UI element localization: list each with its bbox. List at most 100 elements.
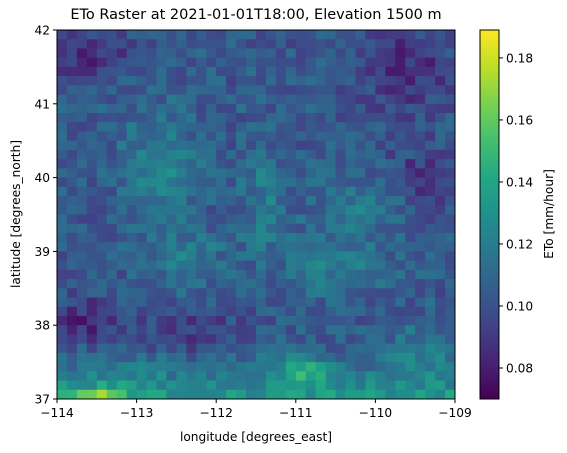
- heatmap-cell: [345, 334, 356, 345]
- heatmap-cell: [156, 131, 167, 142]
- heatmap-cell: [385, 122, 396, 132]
- heatmap-cell: [335, 232, 347, 243]
- heatmap-cell: [126, 94, 138, 105]
- heatmap-cell: [345, 297, 356, 308]
- heatmap-cell: [425, 113, 436, 123]
- heatmap-cell: [96, 371, 108, 382]
- heatmap-cell: [385, 85, 396, 96]
- heatmap-cell: [325, 76, 337, 86]
- heatmap-cell: [57, 389, 68, 400]
- heatmap-cell: [57, 223, 68, 234]
- heatmap-cell: [425, 334, 436, 345]
- heatmap-cell: [166, 279, 177, 289]
- heatmap-cell: [196, 186, 207, 197]
- heatmap-cell: [285, 232, 297, 243]
- heatmap-cell: [445, 380, 456, 391]
- heatmap-cell: [206, 48, 217, 59]
- heatmap-cell: [86, 39, 98, 49]
- heatmap-cell: [176, 297, 187, 308]
- heatmap-cell: [365, 288, 376, 299]
- heatmap-cell: [57, 149, 68, 160]
- heatmap-cell: [176, 159, 187, 169]
- heatmap-cell: [57, 306, 68, 317]
- heatmap-cell: [365, 315, 376, 326]
- heatmap-cell: [126, 48, 138, 59]
- heatmap-cell: [146, 66, 157, 77]
- heatmap-cell: [375, 94, 386, 105]
- heatmap-cell: [415, 76, 426, 86]
- heatmap-cell: [116, 85, 128, 96]
- heatmap-cell: [236, 334, 247, 345]
- heatmap-cell: [445, 103, 456, 114]
- heatmap-cell: [265, 269, 277, 280]
- heatmap-cell: [216, 306, 227, 317]
- heatmap-cell: [325, 288, 337, 299]
- heatmap-cell: [216, 39, 227, 49]
- heatmap-cell: [285, 94, 297, 105]
- heatmap-cell: [246, 85, 257, 96]
- heatmap-cell: [176, 30, 187, 40]
- heatmap-cell: [315, 76, 327, 86]
- heatmap-cell: [355, 159, 366, 169]
- heatmap-cell: [126, 205, 138, 215]
- heatmap-cell: [345, 57, 356, 68]
- heatmap-cell: [375, 122, 386, 132]
- heatmap-cell: [365, 39, 376, 49]
- heatmap-cell: [57, 325, 68, 335]
- heatmap-cell: [425, 214, 436, 225]
- heatmap-cell: [355, 196, 366, 206]
- heatmap-cell: [196, 30, 207, 40]
- heatmap-cell: [186, 223, 197, 234]
- heatmap-cell: [146, 103, 157, 114]
- heatmap-cell: [345, 279, 356, 289]
- heatmap-cell: [126, 159, 138, 169]
- heatmap-cell: [345, 343, 356, 354]
- heatmap-cell: [315, 196, 327, 206]
- heatmap-cell: [176, 122, 187, 132]
- heatmap-cell: [86, 159, 98, 169]
- heatmap-cell: [216, 122, 227, 132]
- heatmap-cell: [375, 223, 386, 234]
- heatmap-cell: [305, 334, 317, 345]
- x-tick-label: −113: [120, 406, 153, 420]
- heatmap-cell: [335, 149, 347, 160]
- heatmap-cell: [126, 306, 138, 317]
- heatmap-cell: [315, 177, 327, 188]
- heatmap-cell: [116, 66, 128, 77]
- heatmap-cell: [335, 131, 347, 142]
- heatmap-cell: [355, 186, 366, 197]
- heatmap-cell: [365, 76, 376, 86]
- heatmap-cell: [76, 76, 88, 86]
- heatmap-cell: [176, 389, 187, 400]
- heatmap-cell: [176, 279, 187, 289]
- heatmap-cell: [305, 352, 317, 363]
- heatmap-cell: [146, 76, 157, 86]
- heatmap-cell: [106, 232, 118, 243]
- heatmap-cell: [375, 371, 386, 382]
- heatmap-cell: [176, 66, 187, 77]
- heatmap-cell: [116, 269, 128, 280]
- heatmap-cell: [86, 260, 98, 271]
- heatmap-cell: [395, 306, 406, 317]
- heatmap-cell: [315, 57, 327, 68]
- heatmap-cell: [415, 251, 426, 262]
- heatmap-cell: [196, 113, 207, 123]
- heatmap-cell: [335, 30, 347, 40]
- heatmap-cell: [445, 57, 456, 68]
- heatmap-cell: [166, 380, 177, 391]
- heatmap-cell: [116, 334, 128, 345]
- heatmap-cell: [126, 232, 138, 243]
- heatmap-cell: [146, 242, 157, 252]
- heatmap-cell: [176, 205, 187, 215]
- heatmap-cell: [295, 103, 307, 114]
- heatmap-cell: [66, 57, 78, 68]
- heatmap-cell: [265, 168, 277, 179]
- heatmap-cell: [246, 48, 257, 59]
- heatmap-cell: [126, 362, 138, 372]
- heatmap-cell: [355, 140, 366, 151]
- heatmap-cell: [216, 279, 227, 289]
- heatmap-cell: [435, 39, 446, 49]
- heatmap-cell: [216, 315, 227, 326]
- heatmap-cell: [206, 103, 217, 114]
- heatmap-cell: [176, 39, 187, 49]
